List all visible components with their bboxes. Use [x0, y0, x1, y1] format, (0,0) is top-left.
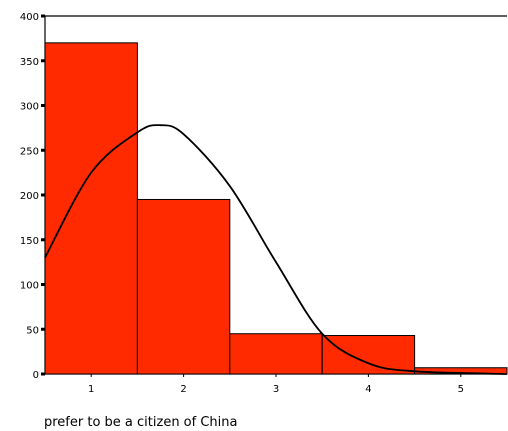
y-tick-label: 350	[20, 57, 39, 68]
y-tick-label: 400	[20, 12, 39, 23]
y-tick-label: 50	[26, 325, 39, 336]
bars	[44, 42, 508, 375]
bar-4	[321, 335, 416, 375]
y-tick-label: 250	[20, 146, 39, 157]
bar-3	[229, 333, 323, 375]
bar-1	[44, 42, 138, 375]
x-axis-title: prefer to be a citizen of China	[44, 415, 238, 430]
x-tick-label: 3	[273, 384, 279, 395]
y-tick-label: 200	[20, 191, 39, 202]
y-tick-label: 150	[20, 236, 39, 247]
normal-curve-layer	[44, 124, 508, 375]
bar-2	[136, 198, 231, 375]
y-tick-label: 0	[33, 370, 39, 381]
x-tick-label: 4	[365, 384, 371, 395]
x-axis: 1 2 3 4 5	[88, 374, 464, 395]
x-tick-label: 2	[180, 384, 186, 395]
y-axis: 0 50 100 150 200 250 300 350 400	[20, 12, 45, 381]
y-tick-label: 300	[20, 102, 39, 113]
x-tick-label: 5	[458, 384, 464, 395]
x-tick-label: 1	[88, 384, 94, 395]
y-tick-label: 100	[20, 281, 39, 292]
normal-curve	[44, 124, 508, 375]
